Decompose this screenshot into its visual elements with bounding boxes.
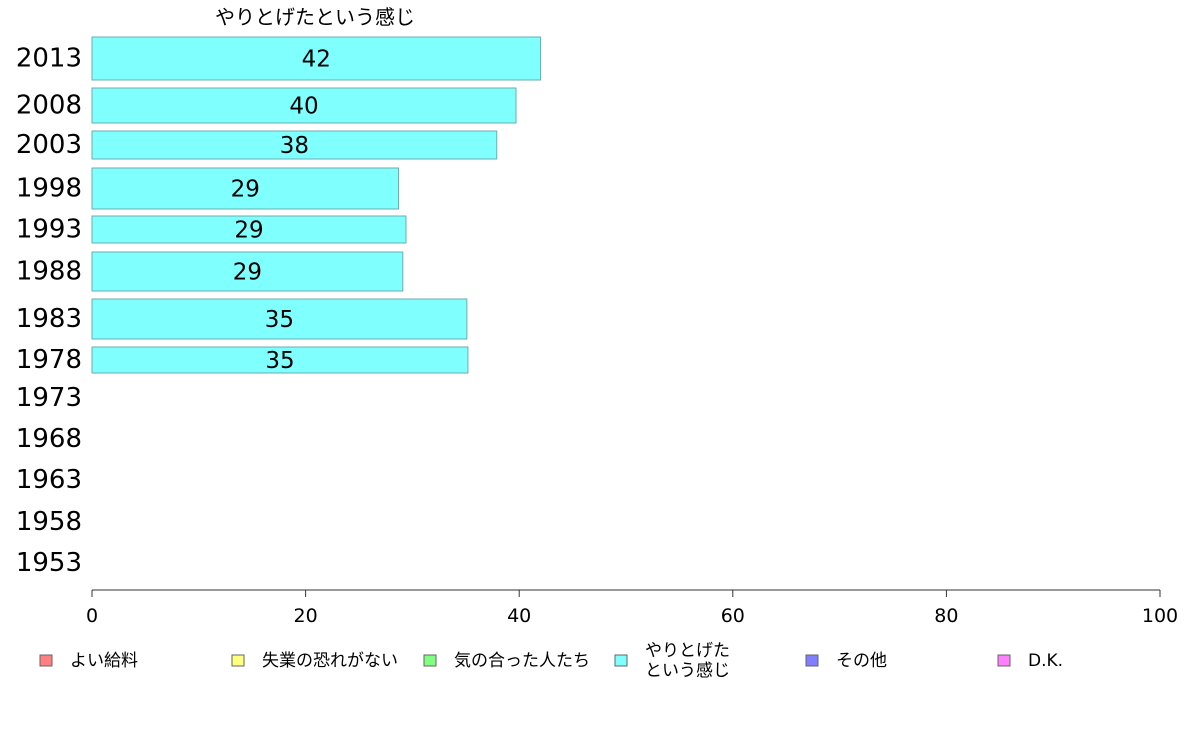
y-tick-label: 1973 <box>16 383 82 413</box>
year-labels-layer: 2013 2008 2003 1998 1993 1988 1983 1978 1973 1968… <box>16 44 82 579</box>
chart-title: やりとげたという感じ <box>215 5 415 29</box>
y-tick-label: 1998 <box>16 174 82 204</box>
legend-label: D.K. <box>1028 651 1063 671</box>
bar <box>91 298 468 340</box>
y-tick-label: 2013 <box>16 44 82 74</box>
y-tick-label: 2003 <box>16 130 82 160</box>
y-tick-label: 1993 <box>16 215 82 245</box>
legend-item: 失業の恐れがない <box>231 651 398 671</box>
bar-value-label: 40 <box>289 94 318 120</box>
bar <box>91 36 542 81</box>
legend-item: よい給料 <box>39 651 138 671</box>
legend-item: その他 <box>805 651 887 671</box>
legend-label: よい給料 <box>70 651 138 671</box>
legend-label: やりとげた <box>645 641 730 661</box>
legend-swatch <box>231 654 245 667</box>
bar-value-label: 29 <box>231 177 260 203</box>
bar-value-label: 42 <box>302 47 331 73</box>
bar-value-label: 35 <box>265 348 294 374</box>
x-tick-label: 20 <box>294 605 318 627</box>
x-tick-label: 0 <box>86 605 98 627</box>
legend-item: D.K. <box>997 651 1063 671</box>
bar-value-label: 35 <box>265 307 294 333</box>
y-tick-label: 2008 <box>16 91 82 121</box>
bar <box>91 167 400 210</box>
y-tick-label: 1988 <box>16 257 82 287</box>
legend-swatch <box>423 654 437 667</box>
legend-swatch <box>614 654 628 667</box>
y-tick-label: 1958 <box>16 507 82 537</box>
y-tick-label: 1983 <box>16 304 82 334</box>
x-ticks-layer: 0 20 40 60 80 100 <box>86 590 1178 627</box>
legend-label: という感じ <box>645 661 730 681</box>
bar <box>91 130 498 160</box>
y-tick-label: 1953 <box>16 548 82 578</box>
legend-label: 気の合った人たち <box>454 651 590 671</box>
legend-swatch <box>997 654 1011 667</box>
legend-label: 失業の恐れがない <box>262 651 398 671</box>
bar <box>91 87 517 124</box>
bar-value-label: 29 <box>233 260 262 286</box>
bar <box>91 251 404 292</box>
legend-item: 気の合った人たち <box>423 651 590 671</box>
legend: よい給料 失業の恐れがない 気の合った人たち やりとげたという感じ その他 D.K. <box>39 641 1063 681</box>
x-tick-label: 80 <box>934 605 958 627</box>
y-tick-label: 1968 <box>16 424 82 454</box>
legend-label: その他 <box>836 651 887 671</box>
legend-swatch <box>39 654 53 667</box>
y-tick-label: 1978 <box>16 345 82 375</box>
bar-value-label: 38 <box>280 133 309 159</box>
bar <box>91 215 407 244</box>
x-tick-label: 60 <box>721 605 745 627</box>
x-tick-label: 40 <box>507 605 531 627</box>
legend-swatch <box>805 654 819 667</box>
x-tick-label: 100 <box>1142 605 1178 627</box>
legend-item: やりとげたという感じ <box>614 641 730 681</box>
bar-value-label: 29 <box>234 218 263 244</box>
y-tick-label: 1963 <box>16 465 82 495</box>
bar <box>91 346 469 374</box>
